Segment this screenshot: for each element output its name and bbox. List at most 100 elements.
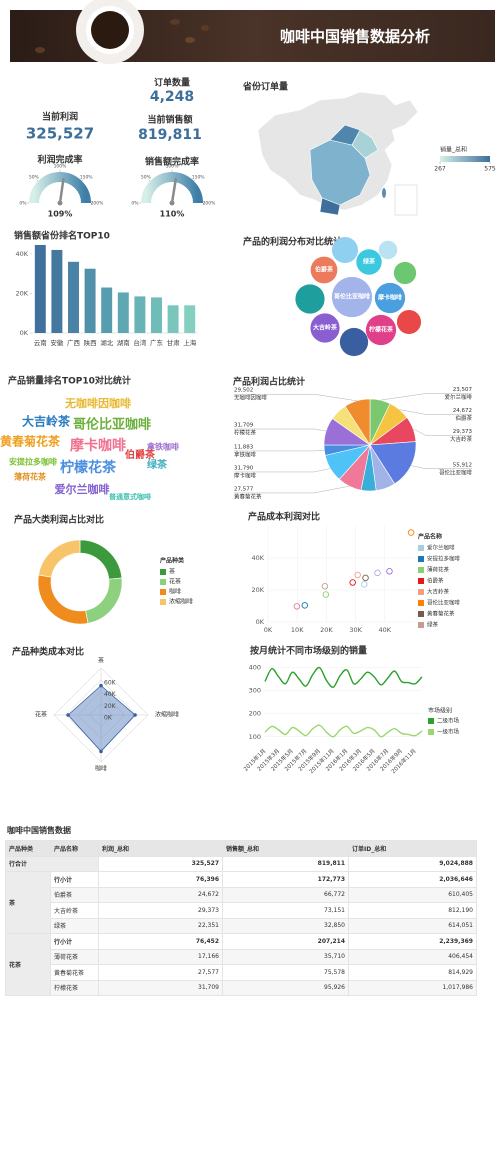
cell: 32,850 [222, 917, 349, 934]
cell: 75,578 [222, 964, 349, 981]
gauge-needle [170, 178, 178, 205]
radar-point [66, 713, 70, 717]
cell: 35,710 [222, 948, 349, 965]
x-tick-label: 30K [349, 626, 362, 634]
bubble-label: 摩卡咖啡 [377, 294, 402, 302]
point [354, 571, 361, 579]
word: 哥伦比亚咖啡 [73, 417, 151, 433]
page-title: 咖啡中国销售数据分析 [280, 28, 430, 46]
gauge-tick [81, 179, 84, 182]
chart-title: 产品销量排名TOP10对比统计 [8, 375, 131, 387]
cell: 76,452 [98, 933, 223, 950]
x-tick-label: 广西 [67, 338, 81, 347]
data-row: 大吉岭茶 29,373 73,151 812,190 [6, 902, 477, 919]
y-tick-label: 400 [249, 664, 261, 672]
map-island [382, 188, 386, 198]
gauge-arc [141, 172, 203, 204]
bar [34, 244, 46, 333]
bubble-label: 大吉岭茶 [313, 324, 338, 332]
cell: 17,166 [98, 948, 223, 965]
word: 无咖啡因咖啡 [64, 396, 131, 410]
x-tick-label: 10K [291, 626, 304, 634]
bean [185, 37, 195, 43]
legend-label: 二级市场 [437, 717, 460, 725]
leader-line [234, 485, 350, 494]
gauge-tick-label: 150% [192, 174, 206, 180]
header: 咖啡中国销售数据分析 [10, 0, 495, 64]
gauge-needle [58, 177, 65, 205]
bubble-label: 绿茶 [363, 258, 376, 266]
slice-label: 爱尔兰咖啡 [444, 393, 472, 401]
cell: 24,672 [98, 886, 223, 903]
radar-tick-label: 20K [104, 703, 117, 710]
gauge-tick-label: 200% [203, 201, 217, 207]
x-tick-label: 云南 [34, 338, 48, 347]
legend-swatch [418, 578, 424, 584]
x-tick-label: 40K [379, 626, 392, 634]
cell: 819,811 [222, 855, 349, 872]
word: 普通意式咖啡 [109, 492, 151, 501]
chart-title: 省份订单量 [242, 81, 288, 93]
gauge-tick-label: 100% [166, 164, 180, 170]
y-tick-label: 300 [249, 687, 261, 695]
y-tick-label: 20K [251, 586, 264, 594]
x-tick-label: 湖南 [117, 338, 131, 347]
gauge-tick [193, 179, 196, 182]
cell: 22,351 [98, 917, 223, 934]
x-tick-label: 湖北 [100, 338, 114, 347]
cell: 325,527 [98, 855, 223, 872]
row-label: 薄荷花茶 [50, 948, 99, 965]
radar-axis-label: 浓缩咖啡 [155, 711, 179, 719]
leader-line [234, 449, 325, 452]
leader-line [234, 468, 331, 473]
donut-slice [38, 539, 81, 578]
gauge-value: 110% [160, 210, 185, 219]
radar-point [99, 683, 103, 688]
bar [117, 292, 129, 333]
x-tick-label: 安徽 [50, 338, 64, 347]
gauge-tick-label: 50% [29, 174, 40, 180]
cell: 2,239,369 [348, 933, 477, 950]
point [362, 574, 369, 582]
x-tick-label: 0K [264, 626, 273, 634]
legend-swatch [428, 729, 434, 735]
legend-label: 哥伦比亚咖啡 [427, 599, 461, 607]
data-table: 产品种类 产品名称 利润_总和 销售额_总和 订单ID_总和 行合计 325,527 819,… [5, 840, 477, 996]
chart-title: 销售额省份排名TOP10 [14, 230, 110, 242]
bubble [396, 309, 422, 335]
y-tick-label: 200 [249, 710, 261, 718]
cell: 9,024,888 [348, 855, 477, 872]
gauge-tick-label: 0% [19, 201, 27, 207]
gauge-tick-label: 150% [80, 174, 94, 180]
gauge-title: 销售额完成率 [145, 156, 199, 168]
data-label: 24,672 [453, 408, 472, 414]
word: 薄荷花茶 [14, 472, 47, 482]
legend-label: 薄荷花茶 [427, 566, 450, 574]
row-label: 绿茶 [50, 917, 99, 934]
legend-label: 爱尔兰咖啡 [427, 544, 455, 552]
word: 柠檬花茶 [60, 459, 117, 476]
legend-swatch [160, 589, 166, 595]
cell: 31,709 [98, 979, 223, 996]
data-row: 绿茶 22,351 32,850 614,051 [6, 917, 477, 934]
point [293, 603, 301, 610]
x-tick-label: 上海 [183, 338, 197, 347]
slice-label: 无咖啡因咖啡 [234, 394, 268, 402]
y-tick-label: 100 [249, 733, 261, 741]
header-row: 产品种类 产品名称 利润_总和 销售额_总和 订单ID_总和 [5, 840, 477, 857]
pie-slice [369, 441, 417, 485]
legend-title: 销量_总和 [440, 146, 467, 154]
bubble [331, 236, 359, 264]
data-row: 茶行小计 76,396 172,773 2,036,646 [5, 871, 477, 934]
legend-label: 一级市场 [437, 728, 460, 736]
data-label: 55,912 [453, 462, 472, 468]
kpi-label: 当前利润 [42, 111, 78, 123]
radar-point [99, 749, 103, 754]
word: 绿茶 [147, 458, 168, 471]
x-tick-label: 陕西 [84, 338, 98, 347]
legend-swatch [418, 611, 424, 617]
cell: 95,926 [222, 979, 349, 996]
map-region [319, 197, 341, 216]
legend-swatch [418, 545, 424, 551]
